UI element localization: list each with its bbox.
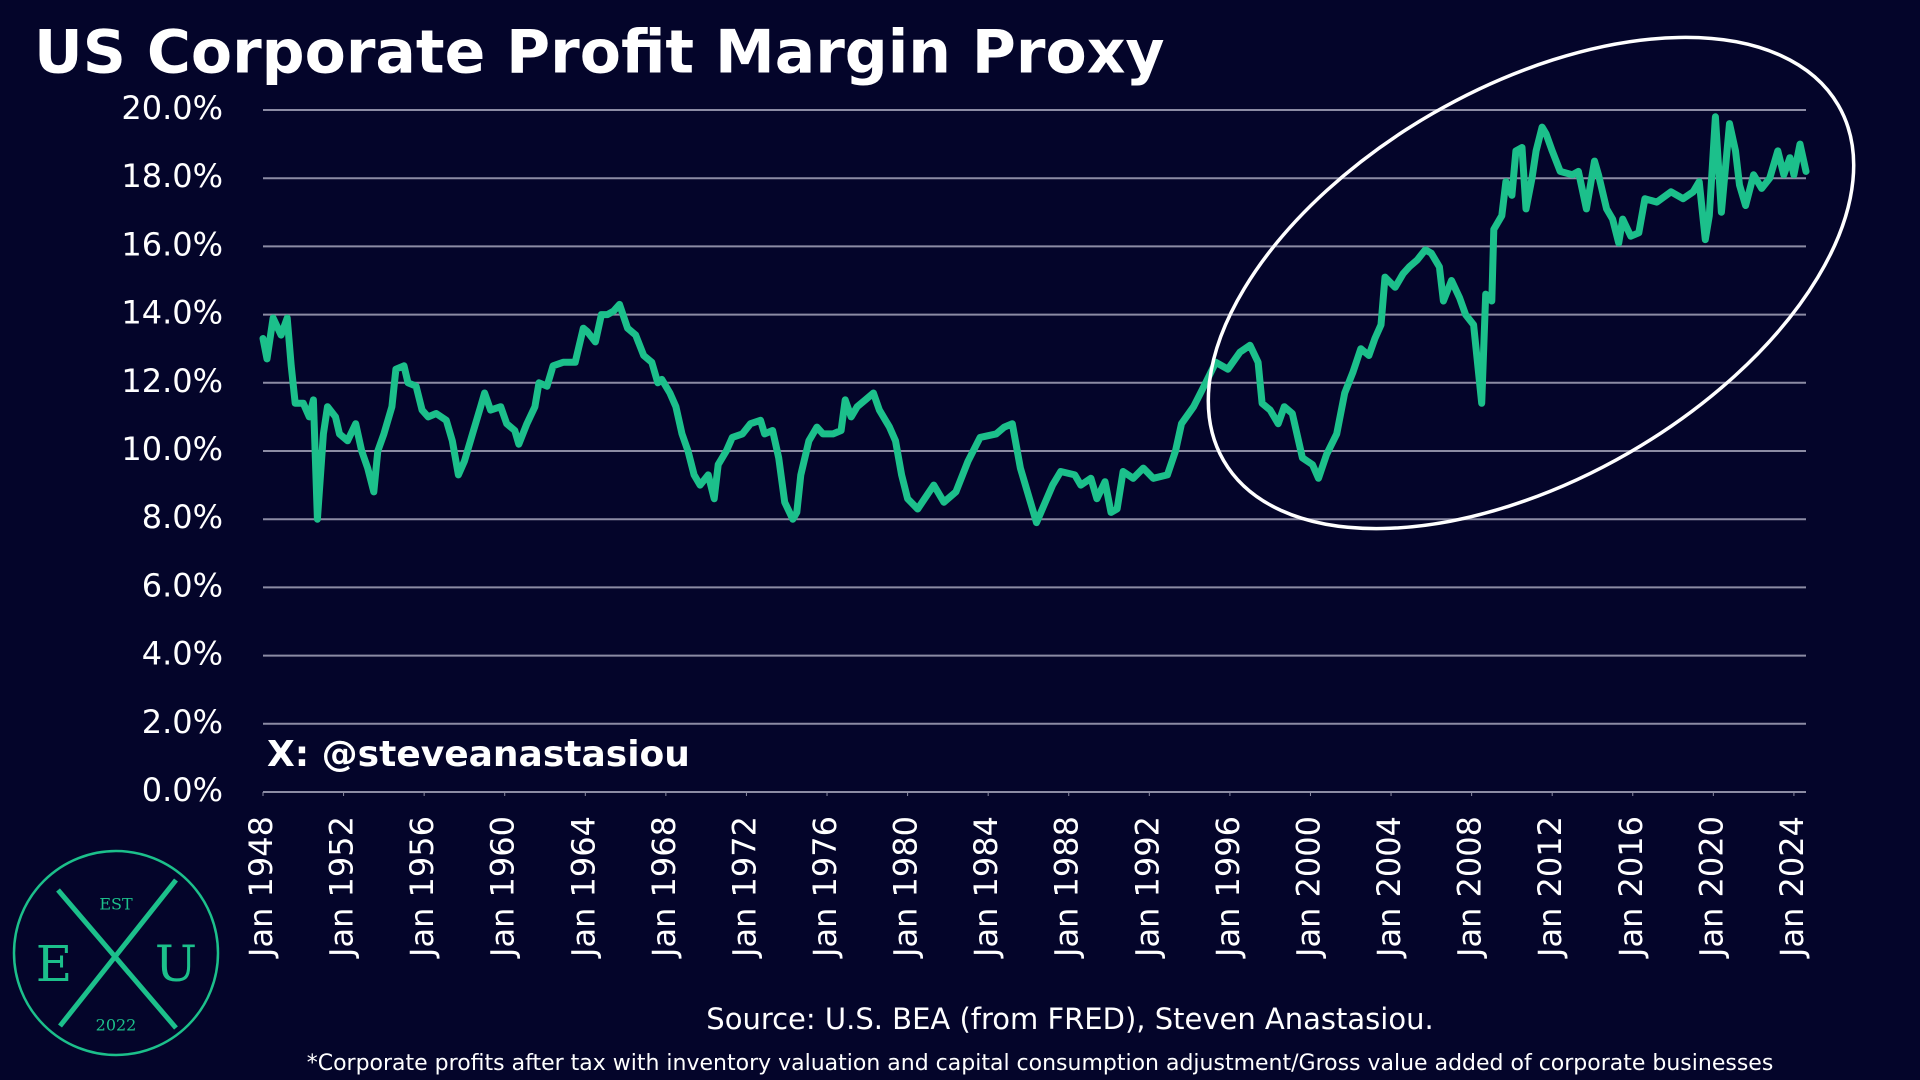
grid: 0.0% 2.0% 4.0% 6.0% 8.0% 10.0% 12.0% 14.0% 16.0%… bbox=[121, 89, 1811, 959]
y-tick-label: 18.0% bbox=[121, 157, 223, 195]
y-tick-label: 16.0% bbox=[121, 225, 223, 263]
y-tick-label: 4.0% bbox=[142, 635, 223, 673]
y-tick-label: 10.0% bbox=[121, 430, 223, 468]
data-line bbox=[259, 113, 1810, 527]
x-tick-label: Jan 2020 bbox=[1692, 816, 1730, 959]
x-tick-label: Jan 1984 bbox=[967, 816, 1005, 959]
plot bbox=[259, 113, 1810, 527]
x-tick-label: Jan 2012 bbox=[1531, 816, 1569, 959]
x-tick-label: Jan 1996 bbox=[1209, 816, 1247, 959]
x-tick-label: Jan 1960 bbox=[484, 816, 522, 959]
logo-text: 2022 bbox=[96, 1016, 137, 1035]
x-tick-label: Jan 2004 bbox=[1370, 816, 1408, 959]
source-note: Source: U.S. BEA (from FRED), Steven Ana… bbox=[706, 1002, 1433, 1036]
x-tick-label: Jan 1968 bbox=[645, 816, 683, 959]
logo-text: EST bbox=[99, 895, 133, 914]
x-tick-label: Jan 1956 bbox=[403, 816, 441, 959]
x-tick-label: Jan 1948 bbox=[242, 816, 280, 959]
watermark: X: @steveanastasiou bbox=[267, 734, 690, 775]
x-tick-label: Jan 2024 bbox=[1773, 816, 1811, 959]
x-tick-label: Jan 1980 bbox=[887, 816, 925, 959]
y-tick-label: 12.0% bbox=[121, 362, 223, 400]
x-tick-label: Jan 1988 bbox=[1048, 816, 1086, 959]
y-tick-label: 0.0% bbox=[142, 771, 223, 809]
x-tick-label: Jan 2008 bbox=[1451, 816, 1489, 959]
y-tick-label: 8.0% bbox=[142, 498, 223, 536]
y-tick-label: 14.0% bbox=[121, 294, 223, 332]
x-tick-label: Jan 1992 bbox=[1128, 816, 1166, 959]
logo-text: E bbox=[36, 935, 73, 993]
x-tick-label: Jan 1976 bbox=[806, 816, 844, 959]
x-tick-label: Jan 1964 bbox=[564, 816, 602, 959]
logo-stroke bbox=[58, 878, 178, 1028]
chart-title: US Corporate Profit Margin Proxy bbox=[34, 18, 1165, 88]
logo-ring bbox=[12, 849, 220, 1057]
y-tick-label: 2.0% bbox=[142, 703, 223, 741]
y-tick-label: 6.0% bbox=[142, 566, 223, 604]
logo-stroke bbox=[56, 888, 178, 1030]
footnote: *Corporate profits after tax with invent… bbox=[307, 1051, 1774, 1076]
logo-text: U bbox=[155, 935, 197, 993]
x-tick-label: Jan 1972 bbox=[725, 816, 763, 959]
x-tick-label: Jan 1952 bbox=[323, 816, 361, 959]
x-tick-label: Jan 2016 bbox=[1612, 816, 1650, 959]
highlight-ellipse bbox=[1206, 35, 1856, 531]
x-tick-label: Jan 2000 bbox=[1289, 816, 1327, 959]
y-tick-label: 20.0% bbox=[121, 89, 223, 127]
logo: EST E U 2022 bbox=[12, 849, 220, 1057]
